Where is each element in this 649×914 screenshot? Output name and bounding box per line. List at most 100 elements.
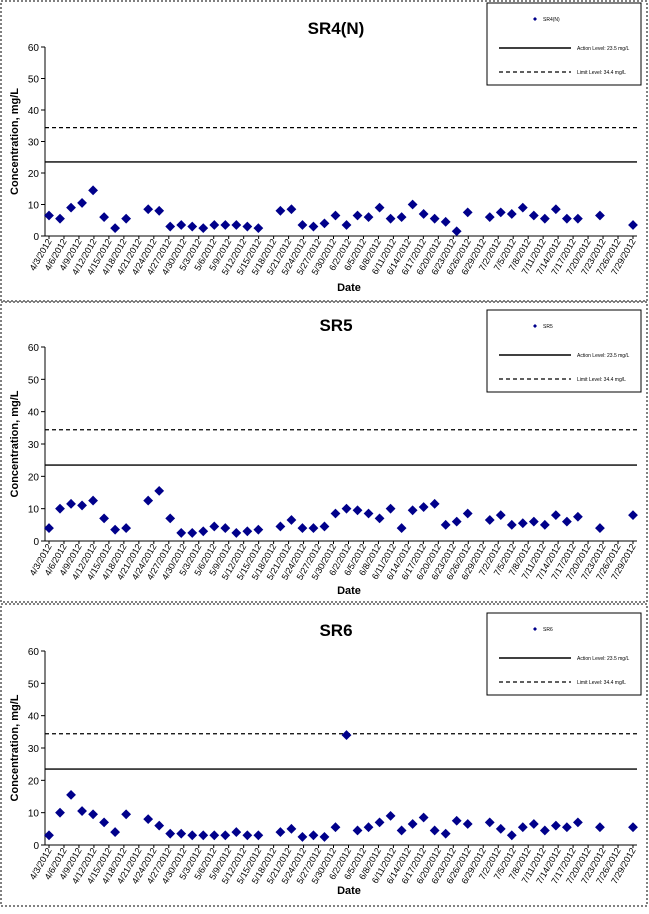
y-tick-label: 20 [28,776,40,787]
data-point [77,806,87,816]
chart-title: SR4(N) [308,19,365,38]
data-point [77,500,87,511]
data-point [396,212,407,223]
y-tick-label: 60 [28,647,40,658]
data-point [385,503,396,514]
data-point [77,198,87,208]
legend-action-label: Action Level: 23.5 mg/L [577,656,629,662]
data-point [374,817,385,828]
data-point [539,213,550,224]
data-point [308,830,319,841]
y-tick-label: 30 [28,440,40,451]
legend-action-label: Action Level: 23.5 mg/L [577,353,629,359]
data-point [352,505,363,516]
data-point [561,822,572,833]
data-point [385,810,396,821]
legend-marker-diamond [533,627,537,631]
y-tick-label: 10 [28,809,40,820]
data-point [176,220,187,230]
data-point [363,212,374,223]
data-point [143,814,154,825]
legend-box [486,309,642,393]
data-point [143,204,154,215]
data-point [121,523,132,533]
data-point [176,528,187,538]
data-point [572,817,583,828]
y-tick-label: 0 [33,841,39,852]
data-point [418,502,429,512]
y-axis-title: Concentration, mg/L [9,390,21,497]
data-point [396,523,407,533]
data-point [440,519,451,530]
y-tick-label: 20 [28,472,40,483]
data-point [550,820,561,831]
data-point [595,523,605,533]
y-tick-label: 0 [33,537,39,548]
data-point [66,498,76,509]
legend-limit-label: Limit Level: 34.4 mg/L [577,680,626,686]
data-point [506,519,517,530]
data-point [429,825,440,836]
data-point [628,220,638,230]
data-point [209,830,220,841]
data-point [462,508,473,519]
y-axis-title: Concentration, mg/L [9,694,21,801]
data-point [231,220,242,230]
data-point [528,516,539,527]
legend-box [486,612,642,696]
data-point [440,828,451,839]
data-point [286,823,297,834]
y-tick-label: 50 [28,375,40,386]
data-point [319,521,330,532]
data-point [484,212,495,223]
legend-action-label: Action Level: 23.5 mg/L [577,46,629,52]
data-point [506,209,517,219]
data-point [352,210,363,221]
data-point [220,830,231,841]
data-point [253,524,264,535]
data-point [154,820,165,831]
data-point [484,817,495,828]
data-point [484,515,495,525]
data-point [220,523,231,533]
legend: SR5 Action Level: 23.5 mg/L Limit Level: 3… [486,309,642,393]
data-point [418,812,429,823]
data-point [198,526,209,537]
data-point [462,207,473,218]
data-point [121,213,132,224]
data-point [275,205,286,216]
y-tick-label: 30 [28,138,40,149]
data-point [517,822,528,833]
data-point [198,223,209,234]
data-point [495,207,506,218]
data-point [363,508,374,519]
data-point [187,528,198,538]
data-point [231,528,242,538]
y-tick-label: 30 [28,744,40,755]
data-point [517,202,528,213]
y-tick-label: 10 [28,505,40,516]
y-tick-label: 60 [28,43,40,54]
legend-limit-label: Limit Level: 34.4 mg/L [577,70,626,76]
data-point [231,827,242,837]
data-point [121,809,132,820]
y-tick-label: 50 [28,75,40,86]
data-point [352,825,363,836]
data-point [550,510,561,521]
data-point [407,199,418,210]
y-tick-label: 60 [28,343,40,354]
data-point [275,521,286,532]
legend-marker-diamond [533,17,537,21]
data-point [495,510,506,521]
y-tick-label: 50 [28,679,40,690]
y-axis-title: Concentration, mg/L [9,88,21,195]
data-point [341,730,352,740]
data-point [628,822,638,833]
data-point [55,503,65,514]
data-point [506,830,517,841]
data-point [374,513,385,524]
data-point [110,524,121,535]
data-point [440,216,451,227]
